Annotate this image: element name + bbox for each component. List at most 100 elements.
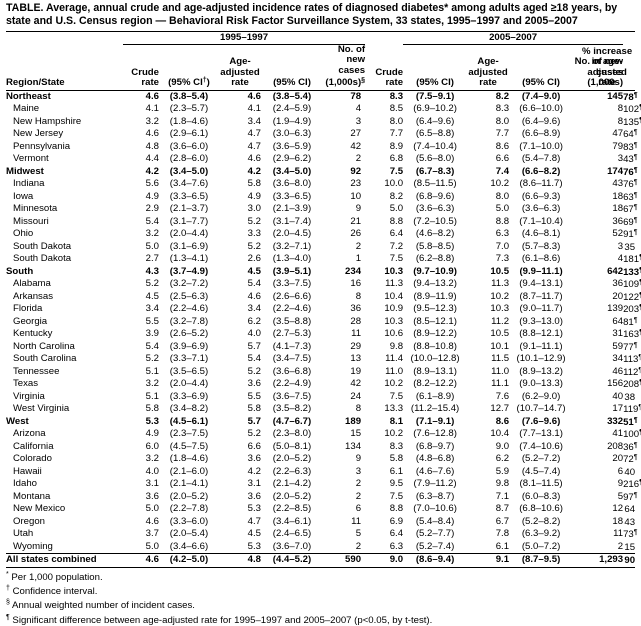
new-cases-1995: 92 — [323, 166, 365, 179]
age-rate-2005: 8.7 — [467, 503, 509, 516]
age-rate-2005: 7.7 — [467, 128, 509, 141]
age-ci-2005: (5.2–8.2) — [509, 516, 573, 529]
age-rate-2005: 7.3 — [467, 253, 509, 266]
significance-mark: ¶ — [634, 454, 638, 461]
percent-increase: 90 — [623, 554, 635, 568]
age-ci-1995: (3.6–8.0) — [261, 178, 323, 191]
crude-ci-1995: (3.2–7.2) — [159, 278, 219, 291]
crude-ci-1995: (3.8–5.4) — [159, 90, 219, 103]
crude-rate-1995: 3.2 — [123, 453, 159, 466]
age-ci-2005: (6.3–9.2) — [509, 528, 573, 541]
crude-ci-1995: (3.4–5.0) — [159, 166, 219, 179]
new-cases-2005: 18 — [573, 191, 623, 204]
crude-ci-1995: (3.4–7.6) — [159, 178, 219, 191]
new-cases-1995: 78 — [323, 90, 365, 103]
new-cases-2005: 52 — [573, 228, 623, 241]
crude-rate-2005: 10.4 — [365, 291, 403, 304]
row-name: All states combined — [6, 554, 123, 568]
age-rate-2005: 10.5 — [467, 266, 509, 279]
crude-rate-2005: 6.3 — [365, 541, 403, 554]
age-ci-1995: (4.1–7.3) — [261, 341, 323, 354]
new-cases-2005: 12 — [573, 503, 623, 516]
percent-increase: 38 — [623, 391, 635, 404]
crude-rate-2005: 10.0 — [365, 178, 403, 191]
age-rate-2005: 6.2 — [467, 453, 509, 466]
percent-increase: 133¶ — [623, 266, 635, 279]
new-cases-1995: 29 — [323, 341, 365, 354]
age-rate-1995: 4.5 — [219, 528, 261, 541]
significance-mark: ¶ — [634, 129, 638, 136]
footnote: ¶ Significant difference between age-adj… — [6, 612, 637, 626]
row-name: Ohio — [6, 228, 123, 241]
age-ci-2005: (6.8–10.6) — [509, 503, 573, 516]
row-name: Florida — [6, 303, 123, 316]
crude-rate-2005: 8.3 — [365, 90, 403, 103]
crude-ci-header-1: (95% CI†) — [159, 44, 219, 90]
age-rate-1995: 6.6 — [219, 441, 261, 454]
percent-increase: 216¶ — [623, 478, 635, 491]
crude-rate-2005: 8.1 — [365, 416, 403, 429]
crude-rate-1995: 5.2 — [123, 278, 159, 291]
crude-rate-1995: 4.4 — [123, 153, 159, 166]
crude-rate-2005: 6.4 — [365, 228, 403, 241]
age-ci-1995: (2.0–5.2) — [261, 453, 323, 466]
age-rate-2005: 11.2 — [467, 316, 509, 329]
increase-header: % increase in age-adjusted rate — [623, 44, 635, 90]
age-ci-2005: (6.0–8.3) — [509, 491, 573, 504]
crude-rate-1995: 5.8 — [123, 403, 159, 416]
new-cases-1995: 2 — [323, 491, 365, 504]
new-cases-1995: 11 — [323, 328, 365, 341]
significance-mark: ¶ — [634, 229, 638, 236]
crude-rate-2005: 8.9 — [365, 141, 403, 154]
crude-rate-1995: 4.3 — [123, 266, 159, 279]
crude-ci-1995: (2.1–3.7) — [159, 203, 219, 216]
row-name: New Mexico — [6, 503, 123, 516]
significance-mark: ¶ — [634, 179, 638, 186]
crude-ci-1995: (3.9–6.9) — [159, 341, 219, 354]
age-ci-1995: (2.9–6.2) — [261, 153, 323, 166]
new-cases-2005: 43 — [573, 178, 623, 191]
row-name: Missouri — [6, 216, 123, 229]
new-cases-1995: 10 — [323, 191, 365, 204]
crude-ci-1995: (2.5–6.3) — [159, 291, 219, 304]
significance-mark: ¶ — [634, 492, 638, 499]
new-cases-2005: 18 — [573, 203, 623, 216]
crude-rate-1995: 4.6 — [123, 554, 159, 568]
crude-rate-2005: 8.5 — [365, 103, 403, 116]
crude-rate-2005: 10.3 — [365, 266, 403, 279]
age-rate-2005: 11.3 — [467, 278, 509, 291]
table-title: TABLE. Average, annual crude and age-adj… — [6, 2, 637, 27]
age-ci-2005: (5.4–7.8) — [509, 153, 573, 166]
crude-rate-1995: 3.6 — [123, 491, 159, 504]
row-name: Oregon — [6, 516, 123, 529]
new-cases-2005: 6 — [573, 466, 623, 479]
age-ci-2005: (6.6–8.2) — [509, 166, 573, 179]
crude-rate-2005: 7.5 — [365, 166, 403, 179]
age-rate-2005: 9.8 — [467, 478, 509, 491]
new-cases-2005: 18 — [573, 516, 623, 529]
crude-rate-2005: 5.8 — [365, 453, 403, 466]
row-name: Arizona — [6, 428, 123, 441]
new-cases-2005: 36 — [573, 216, 623, 229]
new-cases-2005: 4 — [573, 253, 623, 266]
age-ci-1995: (3.3–7.5) — [261, 278, 323, 291]
crude-ci-2005: (9.7–10.9) — [403, 266, 467, 279]
crude-ci-2005: (4.8–6.8) — [403, 453, 467, 466]
significance-mark: ¶ — [634, 154, 638, 161]
significance-mark: ¶ — [634, 167, 638, 174]
age-rate-1995: 4.6 — [219, 90, 261, 103]
age-rate-1995: 3.1 — [219, 478, 261, 491]
crude-rate-2005: 7.2 — [365, 241, 403, 254]
new-cases-1995: 11 — [323, 516, 365, 529]
age-rate-2005: 9.1 — [467, 554, 509, 568]
region-state-header: Region/State — [6, 44, 123, 90]
percent-increase: 76¶ — [623, 166, 635, 179]
age-ci-1995: (2.2–6.3) — [261, 466, 323, 479]
percent-increase: 69¶ — [623, 216, 635, 229]
crude-ci-2005: (6.7–8.3) — [403, 166, 467, 179]
new-cases-2005: 17 — [573, 403, 623, 416]
